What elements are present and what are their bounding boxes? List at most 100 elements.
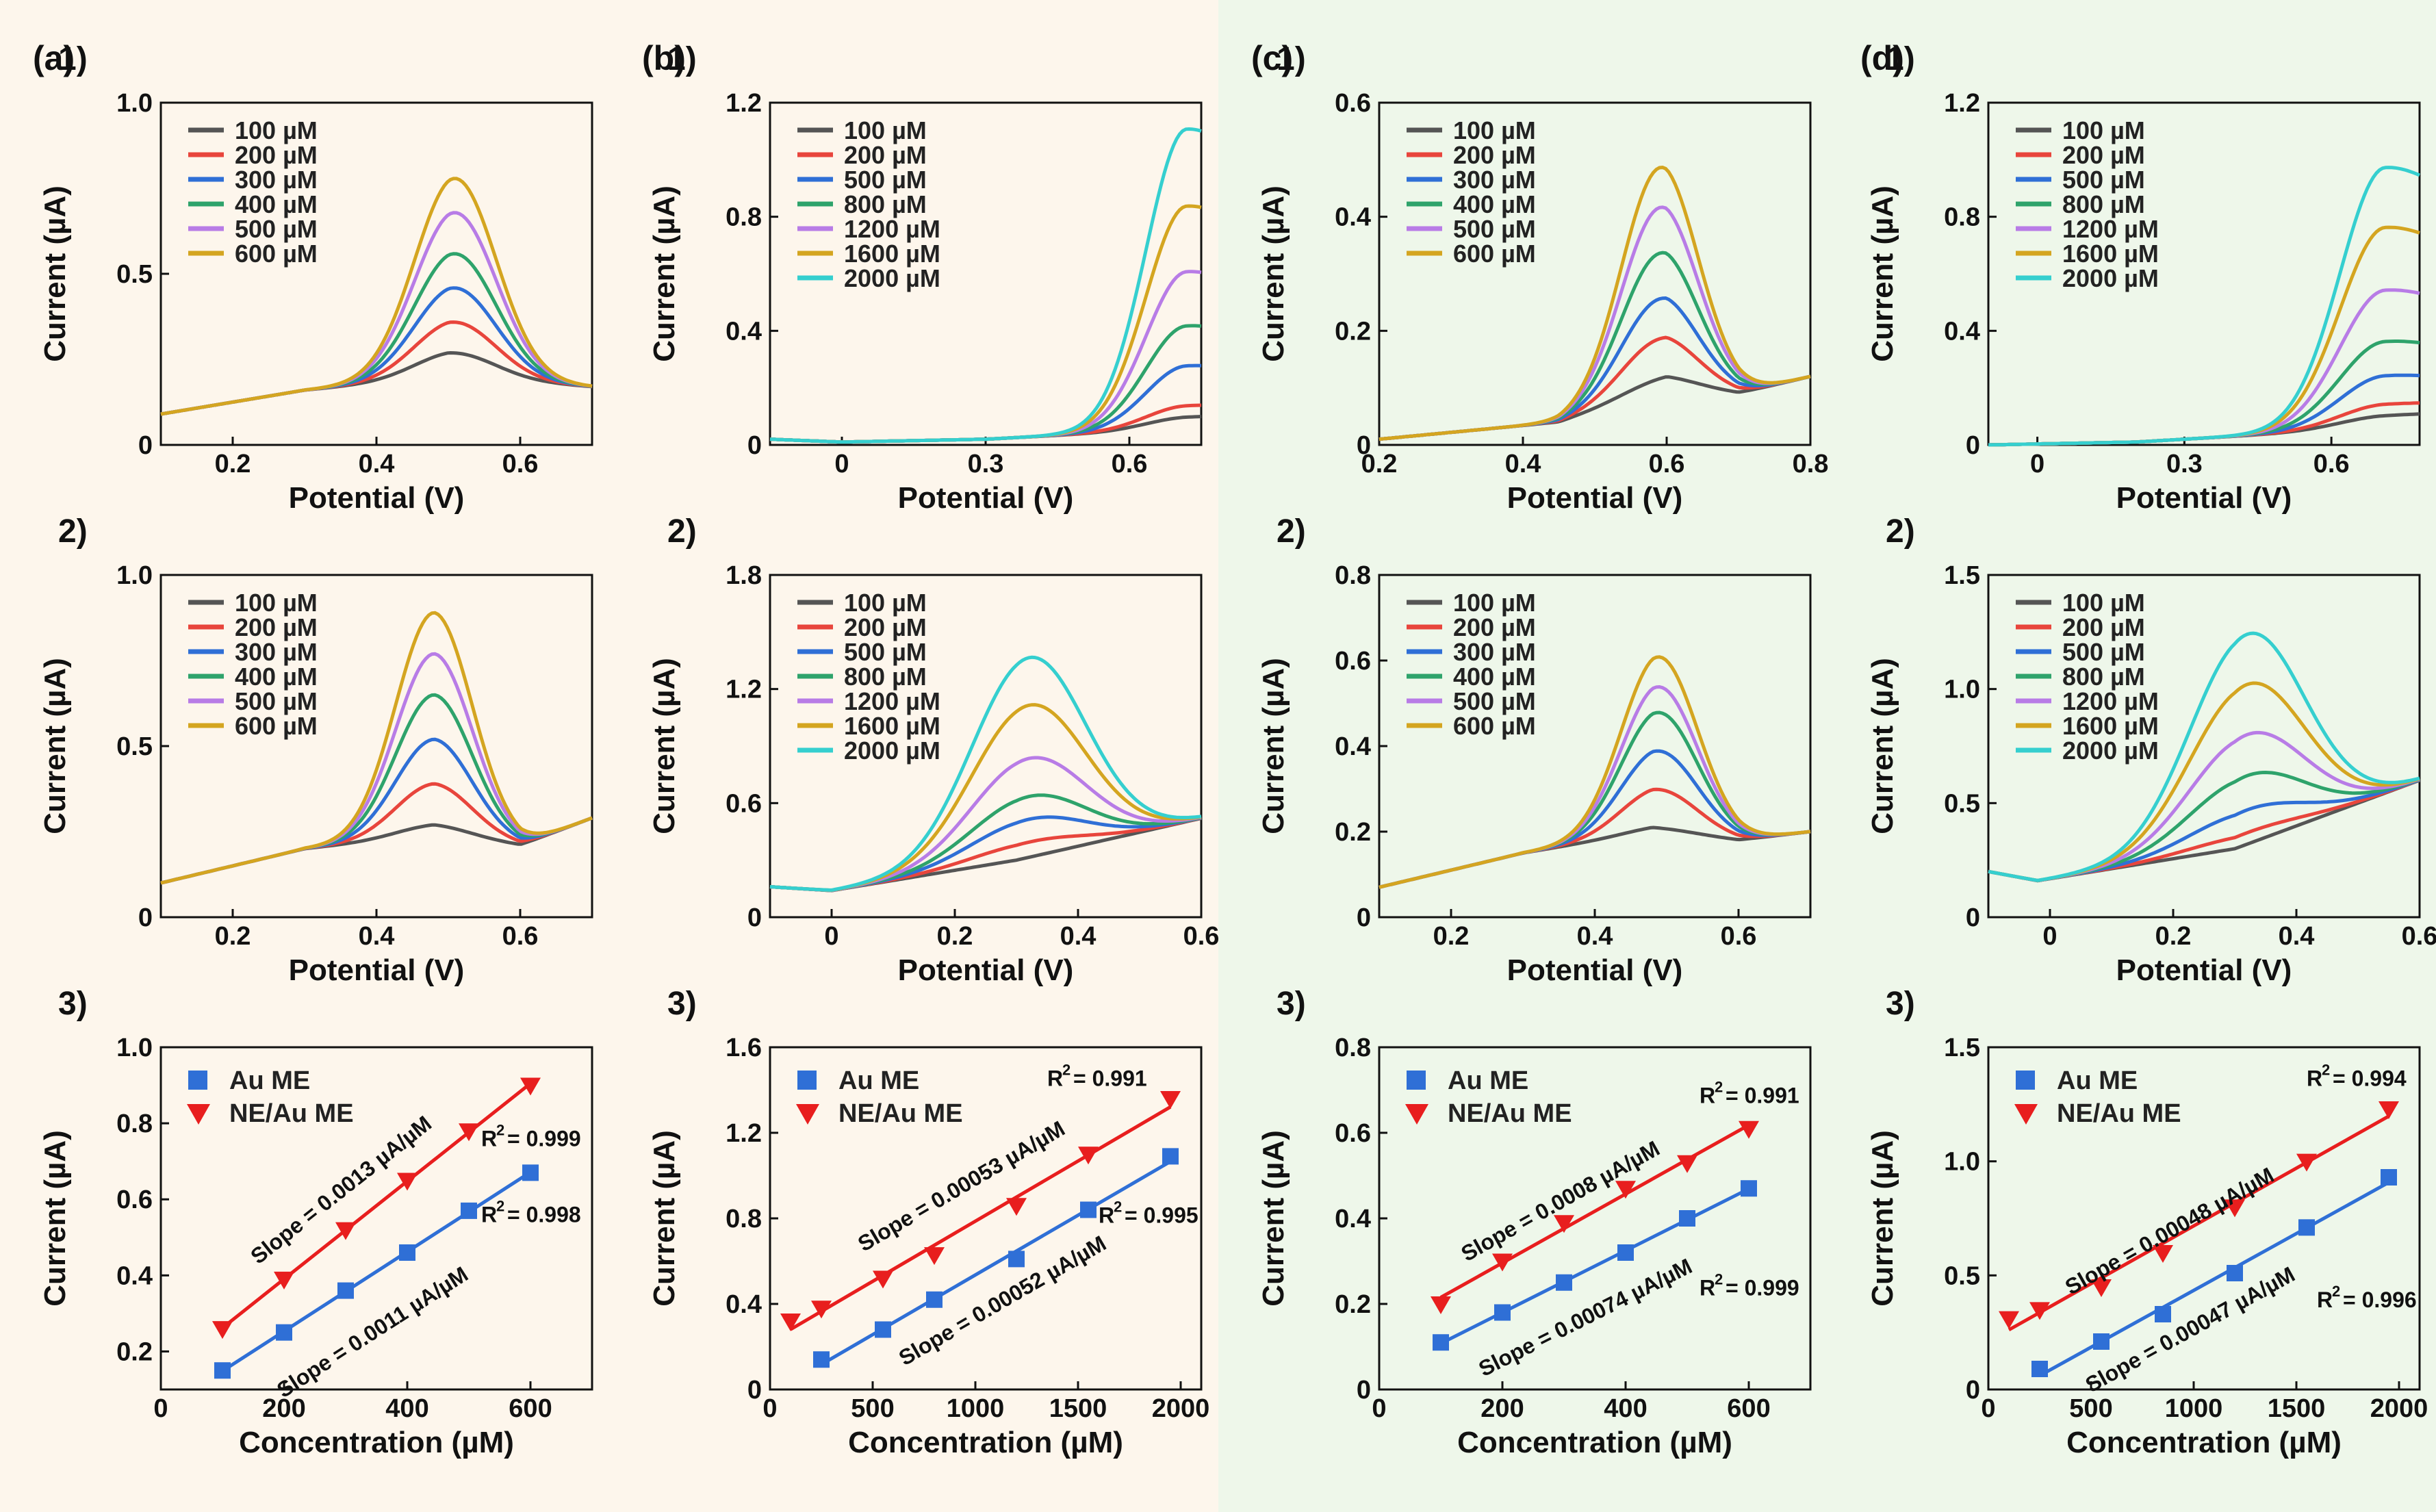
au-marker <box>1080 1201 1097 1218</box>
au-r2-superscript: 2 <box>2332 1283 2340 1300</box>
ne-marker <box>2296 1153 2317 1172</box>
subpanel-number: 2) <box>667 513 697 550</box>
y-axis-label: Current (µA) <box>1866 1130 1899 1307</box>
legend-label: 2000 µM <box>844 264 940 292</box>
legend-label: 500 µM <box>235 215 318 243</box>
y-tick-label: 0.4 <box>1335 732 1371 761</box>
au-r2-value: = 0.996 <box>2343 1287 2417 1312</box>
ne-fit-line <box>2008 1114 2390 1332</box>
x-axis-label: Concentration (µM) <box>2066 1426 2342 1459</box>
subpanel-number: 2) <box>1886 513 1915 550</box>
y-axis-label: Current (µA) <box>38 185 72 362</box>
panel-letter: (d) <box>1860 39 1904 77</box>
ne-marker <box>520 1077 541 1096</box>
y-tick-label: 0.4 <box>726 1290 762 1319</box>
ne-r2-symbol: R <box>1047 1066 1063 1090</box>
x-axis-label: Potential (V) <box>1507 953 1683 987</box>
y-tick-label: 0.4 <box>116 1261 153 1290</box>
ne-r2-superscript: 2 <box>1062 1061 1070 1078</box>
x-tick-label: 400 <box>1604 1394 1647 1423</box>
ne-marker <box>1160 1091 1181 1109</box>
legend-label: 500 µM <box>844 166 927 194</box>
legend-label: 400 µM <box>1453 190 1536 218</box>
x-tick-label: 0 <box>1372 1394 1386 1423</box>
x-axis-label: Potential (V) <box>2116 481 2292 515</box>
legend-label: 1600 µM <box>844 240 940 268</box>
x-tick-label: 0.4 <box>2279 922 2315 951</box>
y-tick-label: 0.8 <box>116 1110 153 1138</box>
ne-marker <box>811 1300 832 1319</box>
legend-au-swatch <box>2016 1071 2035 1090</box>
x-tick-label: 0.4 <box>359 922 395 951</box>
x-tick-label: 0.3 <box>2166 450 2203 478</box>
ne-marker <box>780 1314 801 1331</box>
cv-curve <box>1379 655 1811 889</box>
y-tick-label: 1.6 <box>726 1034 762 1062</box>
x-tick-label: 0.6 <box>2402 922 2436 951</box>
x-tick-label: 0.2 <box>1433 922 1470 951</box>
subpanel-number: 3) <box>667 986 697 1022</box>
legend-label: 2000 µM <box>844 736 940 765</box>
au-marker <box>1556 1274 1572 1291</box>
x-tick-label: 500 <box>851 1394 894 1423</box>
x-tick-label: 200 <box>1480 1394 1524 1423</box>
y-tick-label: 0 <box>1357 904 1371 932</box>
legend-label: 800 µM <box>844 190 927 218</box>
y-axis-label: Current (µA) <box>1866 185 1899 362</box>
y-tick-label: 0.8 <box>726 1205 762 1233</box>
legend-label: 600 µM <box>1453 712 1536 740</box>
cv-curve <box>1988 166 2420 447</box>
y-tick-label: 0.8 <box>1944 203 1980 232</box>
au-r2-symbol: R <box>1700 1276 1715 1300</box>
cv-curve <box>160 177 593 416</box>
x-tick-label: 1500 <box>1049 1394 1107 1423</box>
au-marker <box>2298 1219 2315 1236</box>
y-tick-label: 0.2 <box>1335 818 1371 847</box>
legend-label: Au ME <box>1448 1066 1528 1095</box>
x-tick-label: 0.4 <box>1060 922 1097 951</box>
legend-label: Au ME <box>838 1066 919 1095</box>
au-marker <box>2227 1265 2243 1281</box>
ne-marker <box>2379 1101 2399 1119</box>
y-axis-label: Current (µA) <box>1257 658 1290 834</box>
legend-ne-swatch <box>1405 1104 1428 1125</box>
x-tick-label: 0 <box>762 1394 777 1423</box>
subpanel-number: 2) <box>1277 513 1306 550</box>
y-tick-label: 1.8 <box>726 561 762 590</box>
y-axis-label: Current (µA) <box>1257 1130 1290 1307</box>
au-marker <box>2093 1333 2110 1350</box>
x-tick-label: 0 <box>824 922 838 951</box>
legend-label: 800 µM <box>2062 190 2145 218</box>
plot-frame <box>1987 574 2421 919</box>
au-marker <box>337 1282 354 1299</box>
y-tick-label: 0 <box>1357 1376 1371 1405</box>
y-tick-label: 1.0 <box>1944 1148 1980 1177</box>
au-marker <box>1741 1180 1757 1197</box>
y-tick-label: 0.2 <box>1335 1290 1371 1319</box>
plot-frame <box>159 1046 593 1391</box>
legend-ne-swatch <box>796 1104 819 1125</box>
au-marker <box>276 1324 292 1341</box>
x-tick-label: 0.3 <box>968 450 1004 478</box>
x-tick-label: 0.2 <box>937 922 973 951</box>
legend-au-swatch <box>797 1071 817 1090</box>
au-marker <box>1679 1210 1695 1227</box>
y-axis-label: Current (µA) <box>648 185 681 362</box>
au-marker <box>2155 1306 2171 1322</box>
subpanel-number: 2) <box>58 513 88 550</box>
y-tick-label: 1.0 <box>116 89 153 118</box>
y-axis-label: Current (µA) <box>38 1130 72 1307</box>
legend-label: 2000 µM <box>2062 264 2159 292</box>
x-tick-label: 0.6 <box>1183 922 1220 951</box>
ne-marker <box>2091 1279 2112 1297</box>
legend-label: NE/Au ME <box>838 1099 963 1128</box>
cv-curve <box>1379 166 1811 441</box>
subpanel-number: 3) <box>1886 986 1915 1022</box>
subpanel-number: 1) <box>667 41 697 77</box>
y-axis-label: Current (µA) <box>1866 658 1899 834</box>
ne-marker <box>397 1173 418 1191</box>
ne-marker <box>1078 1146 1099 1165</box>
y-tick-label: 0.8 <box>1335 1034 1371 1062</box>
ne-r2-value: = 0.991 <box>1726 1083 1799 1107</box>
